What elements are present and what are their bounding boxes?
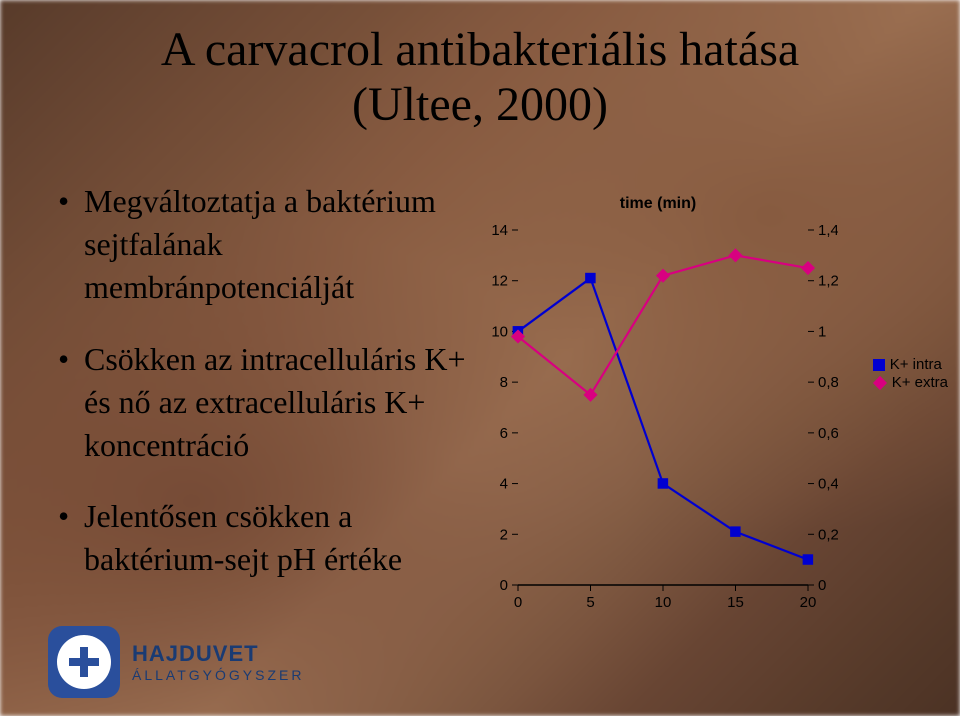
svg-text:10: 10: [491, 323, 508, 340]
slide-title: A carvacrol antibakteriális hatása (Ulte…: [0, 22, 960, 132]
legend-swatch-diamond: [873, 375, 887, 389]
svg-text:1,2: 1,2: [818, 273, 838, 290]
svg-text:6: 6: [500, 425, 508, 442]
svg-text:1,4: 1,4: [818, 222, 838, 239]
svg-text:20: 20: [800, 594, 817, 611]
svg-text:12: 12: [491, 273, 508, 290]
svg-text:15: 15: [727, 594, 744, 611]
svg-text:0,6: 0,6: [818, 425, 838, 442]
bullet-item: Jelentősen csökken a baktérium-sejt pH é…: [58, 495, 488, 581]
svg-text:0,4: 0,4: [818, 476, 838, 493]
chart-container: time (min) 051015200246810121400,20,40,6…: [478, 195, 918, 615]
svg-text:10: 10: [655, 594, 672, 611]
bullet-list: Megváltoztatja a baktérium sejtfalának m…: [58, 180, 488, 610]
title-line-2: (Ultee, 2000): [352, 78, 608, 131]
svg-text:0,2: 0,2: [818, 526, 838, 543]
logo-text-line1: HAJDUVET: [132, 641, 304, 667]
logo-icon: [48, 626, 120, 698]
legend-item: K+ extra: [873, 374, 948, 391]
legend-item: K+ intra: [873, 356, 948, 373]
svg-text:8: 8: [500, 374, 508, 391]
svg-text:1: 1: [818, 323, 826, 340]
svg-text:2: 2: [500, 526, 508, 543]
svg-text:0: 0: [818, 577, 826, 594]
logo-text: HAJDUVET ÁLLATGYÓGYSZER: [132, 641, 304, 683]
title-line-1: A carvacrol antibakteriális hatása: [161, 23, 799, 76]
legend-swatch-square: [873, 359, 885, 371]
svg-text:5: 5: [586, 594, 594, 611]
line-chart: 051015200246810121400,20,40,60,811,21,4: [478, 205, 838, 615]
svg-text:0: 0: [500, 577, 508, 594]
svg-text:14: 14: [491, 222, 508, 239]
svg-text:4: 4: [500, 476, 508, 493]
legend-label: K+ extra: [892, 374, 948, 391]
legend-label: K+ intra: [890, 356, 942, 373]
chart-legend: K+ intra K+ extra: [873, 355, 948, 392]
footer-logo: HAJDUVET ÁLLATGYÓGYSZER: [48, 626, 304, 698]
bullet-item: Csökken az intracelluláris K+ és nő az e…: [58, 338, 488, 468]
slide: A carvacrol antibakteriális hatása (Ulte…: [0, 0, 960, 716]
svg-text:0: 0: [514, 594, 522, 611]
bullet-item: Megváltoztatja a baktérium sejtfalának m…: [58, 180, 488, 310]
logo-text-line2: ÁLLATGYÓGYSZER: [132, 667, 304, 683]
svg-text:0,8: 0,8: [818, 374, 838, 391]
